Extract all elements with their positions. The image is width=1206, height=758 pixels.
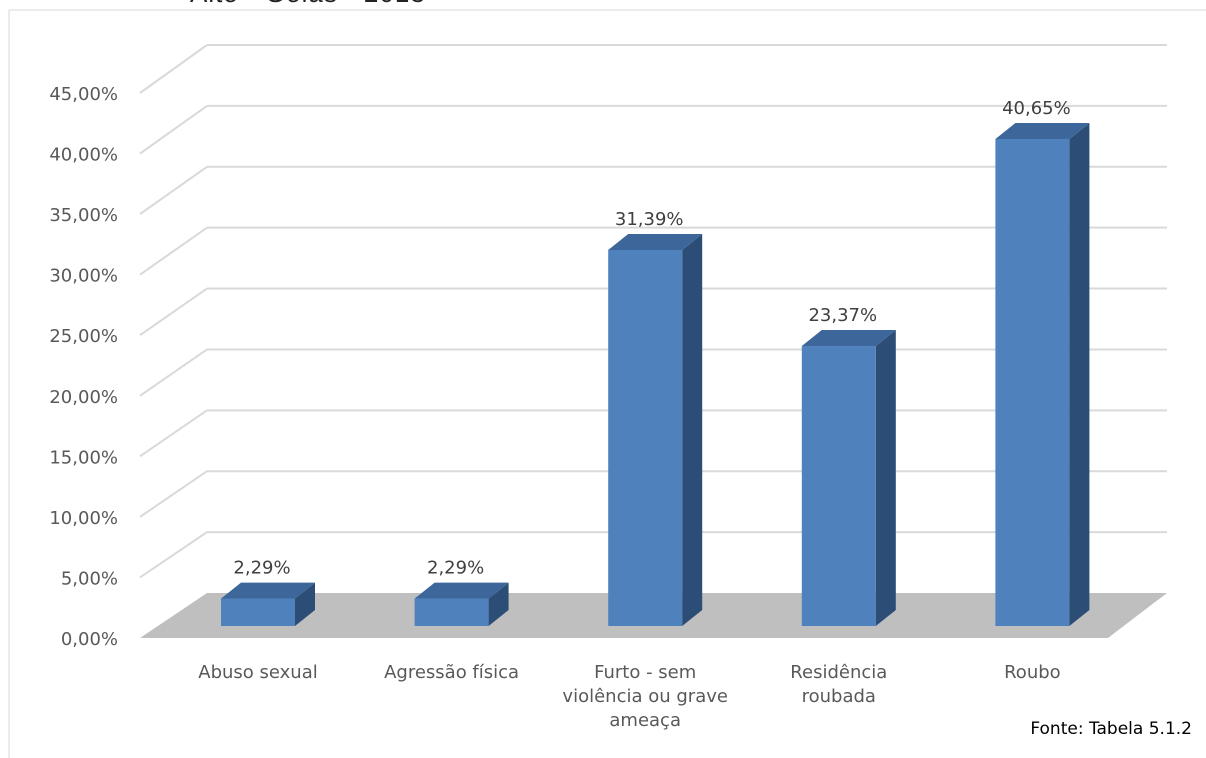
bar [221, 598, 295, 626]
bar-top [801, 330, 896, 347]
chart-title: Alto - Goiás - 2013 [190, 0, 426, 9]
y-tick-label: 30,00% [49, 266, 118, 287]
y-tick-label: 5,00% [61, 568, 118, 589]
data-label: 2,29% [233, 558, 290, 579]
bar [414, 598, 489, 626]
x-tick-label: violência ou grave [562, 686, 728, 707]
bar-top [608, 233, 703, 250]
y-tick-label: 25,00% [49, 326, 118, 347]
gridline-diagonal [139, 226, 208, 276]
x-tick-label: Agressão física [384, 662, 519, 683]
data-label: 40,65% [1002, 98, 1071, 119]
bar-side [875, 330, 896, 626]
y-tick-label: 40,00% [49, 145, 118, 166]
gridline-diagonal [139, 105, 208, 155]
y-tick-label: 0,00% [61, 629, 118, 650]
gridline-diagonal [139, 348, 208, 397]
y-tick-label: 35,00% [49, 205, 118, 226]
x-tick-label: Furto - sem [594, 662, 696, 683]
y-tick-label: 45,00% [49, 84, 118, 105]
bar [608, 249, 683, 627]
data-label: 31,39% [615, 209, 684, 230]
gridline-diagonal [139, 470, 208, 518]
x-tick-label: Abuso sexual [198, 662, 318, 683]
y-tick-label: 20,00% [49, 387, 118, 408]
bar-top [995, 123, 1090, 139]
bar [801, 346, 876, 626]
gridline-diagonal [139, 165, 208, 215]
data-label: 2,29% [427, 558, 484, 579]
bar-side [682, 233, 703, 627]
x-tick-label: roubada [802, 686, 876, 707]
gridline-diagonal [139, 409, 208, 458]
x-tick-label: Residência [790, 662, 887, 683]
bar-side [1069, 123, 1090, 626]
x-tick-label: ameaça [609, 710, 681, 731]
bar-top [414, 582, 509, 599]
bar-side [488, 582, 509, 626]
y-tick-label: 15,00% [49, 447, 118, 468]
bar-side [295, 582, 315, 626]
gridline-diagonal [139, 531, 208, 579]
x-tick-label: Roubo [1004, 662, 1061, 683]
data-label: 23,37% [808, 305, 877, 326]
bar [995, 139, 1070, 626]
source-note: Fonte: Tabela 5.1.2 [1030, 719, 1192, 739]
y-tick-label: 10,00% [49, 508, 118, 529]
bar-top [221, 582, 315, 599]
gridline-diagonal [139, 44, 208, 94]
gridline-diagonal [139, 287, 208, 337]
